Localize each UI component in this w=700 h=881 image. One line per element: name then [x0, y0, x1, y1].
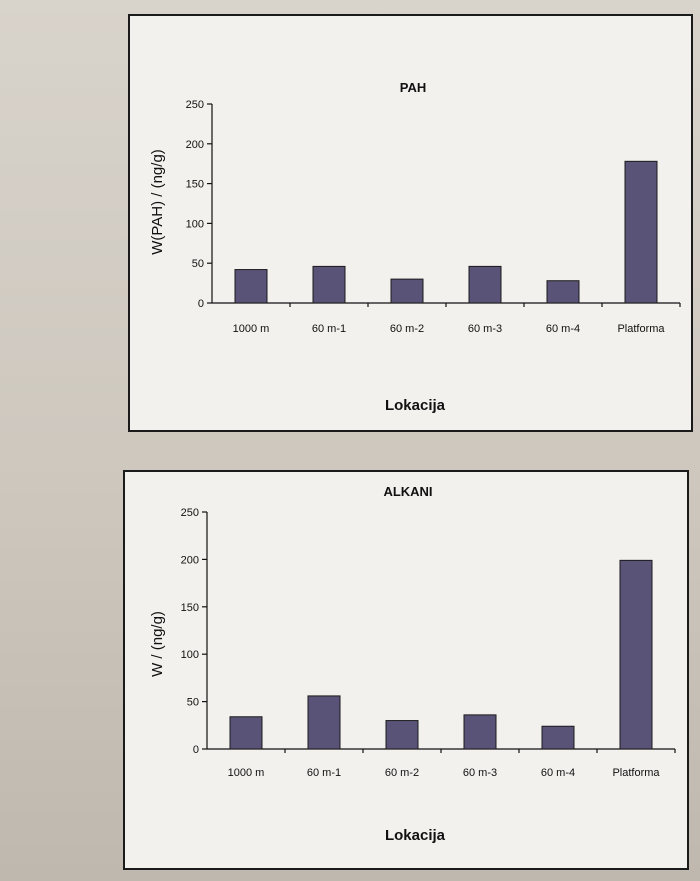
- bar-1: [234, 269, 268, 304]
- x-tick-label: 1000 m: [233, 323, 270, 335]
- x-tick-label: 60 m-4: [546, 323, 580, 335]
- y-tick-label: 0: [193, 744, 199, 756]
- bar-2: [307, 695, 341, 750]
- bar-5: [546, 280, 580, 304]
- y-axis-label: W(PAH) / (ng/g): [149, 149, 166, 255]
- chart-title: ALKANI: [383, 484, 432, 499]
- x-tick-label: Platforma: [612, 767, 660, 779]
- y-tick-label: 150: [181, 602, 199, 614]
- y-tick-label: 50: [187, 697, 199, 709]
- y-tick-label: 200: [186, 139, 204, 151]
- y-tick-label: 200: [181, 554, 199, 566]
- x-tick-label: 60 m-1: [312, 323, 346, 335]
- x-axis-label: Lokacija: [385, 397, 446, 414]
- x-tick-label: 60 m-3: [463, 767, 497, 779]
- x-tick-label: 60 m-4: [541, 767, 575, 779]
- y-tick-label: 0: [198, 298, 204, 310]
- x-tick-label: Platforma: [617, 323, 665, 335]
- bar-6: [624, 160, 658, 304]
- y-axis-label: W / (ng/g): [149, 611, 166, 677]
- y-tick-label: 250: [181, 507, 199, 519]
- bar-4: [463, 714, 497, 750]
- x-tick-label: 60 m-2: [385, 767, 419, 779]
- x-tick-label: 60 m-1: [307, 767, 341, 779]
- alkani-chart: ALKANI W / (ng/g) Lokacija 0 50 100 150 200 2…: [149, 484, 676, 844]
- bar-6: [619, 559, 653, 750]
- alkani-chart-panel: ALKANI W / (ng/g) Lokacija 0 50 100 150 200 2…: [123, 470, 689, 870]
- bar-2: [312, 265, 346, 304]
- bar-3: [385, 720, 419, 750]
- bar-4: [468, 265, 502, 304]
- y-tick-label: 150: [186, 179, 204, 191]
- bar-1: [229, 716, 263, 750]
- x-axis-label: Lokacija: [385, 827, 446, 844]
- pah-chart: PAH W(PAH) / (ng/g) Lokacija 0 50 100 150 20…: [149, 80, 681, 414]
- bar-3: [390, 278, 424, 304]
- y-tick-label: 50: [192, 258, 204, 270]
- pah-chart-panel: PAH W(PAH) / (ng/g) Lokacija 0 50 100 150 20…: [128, 14, 693, 432]
- x-tick-label: 1000 m: [228, 767, 265, 779]
- y-tick-label: 100: [186, 218, 204, 230]
- x-tick-label: 60 m-2: [390, 323, 424, 335]
- y-tick-label: 100: [181, 649, 199, 661]
- y-tick-label: 250: [186, 99, 204, 111]
- chart-title: PAH: [400, 80, 426, 95]
- x-tick-label: 60 m-3: [468, 323, 502, 335]
- bar-5: [541, 725, 575, 750]
